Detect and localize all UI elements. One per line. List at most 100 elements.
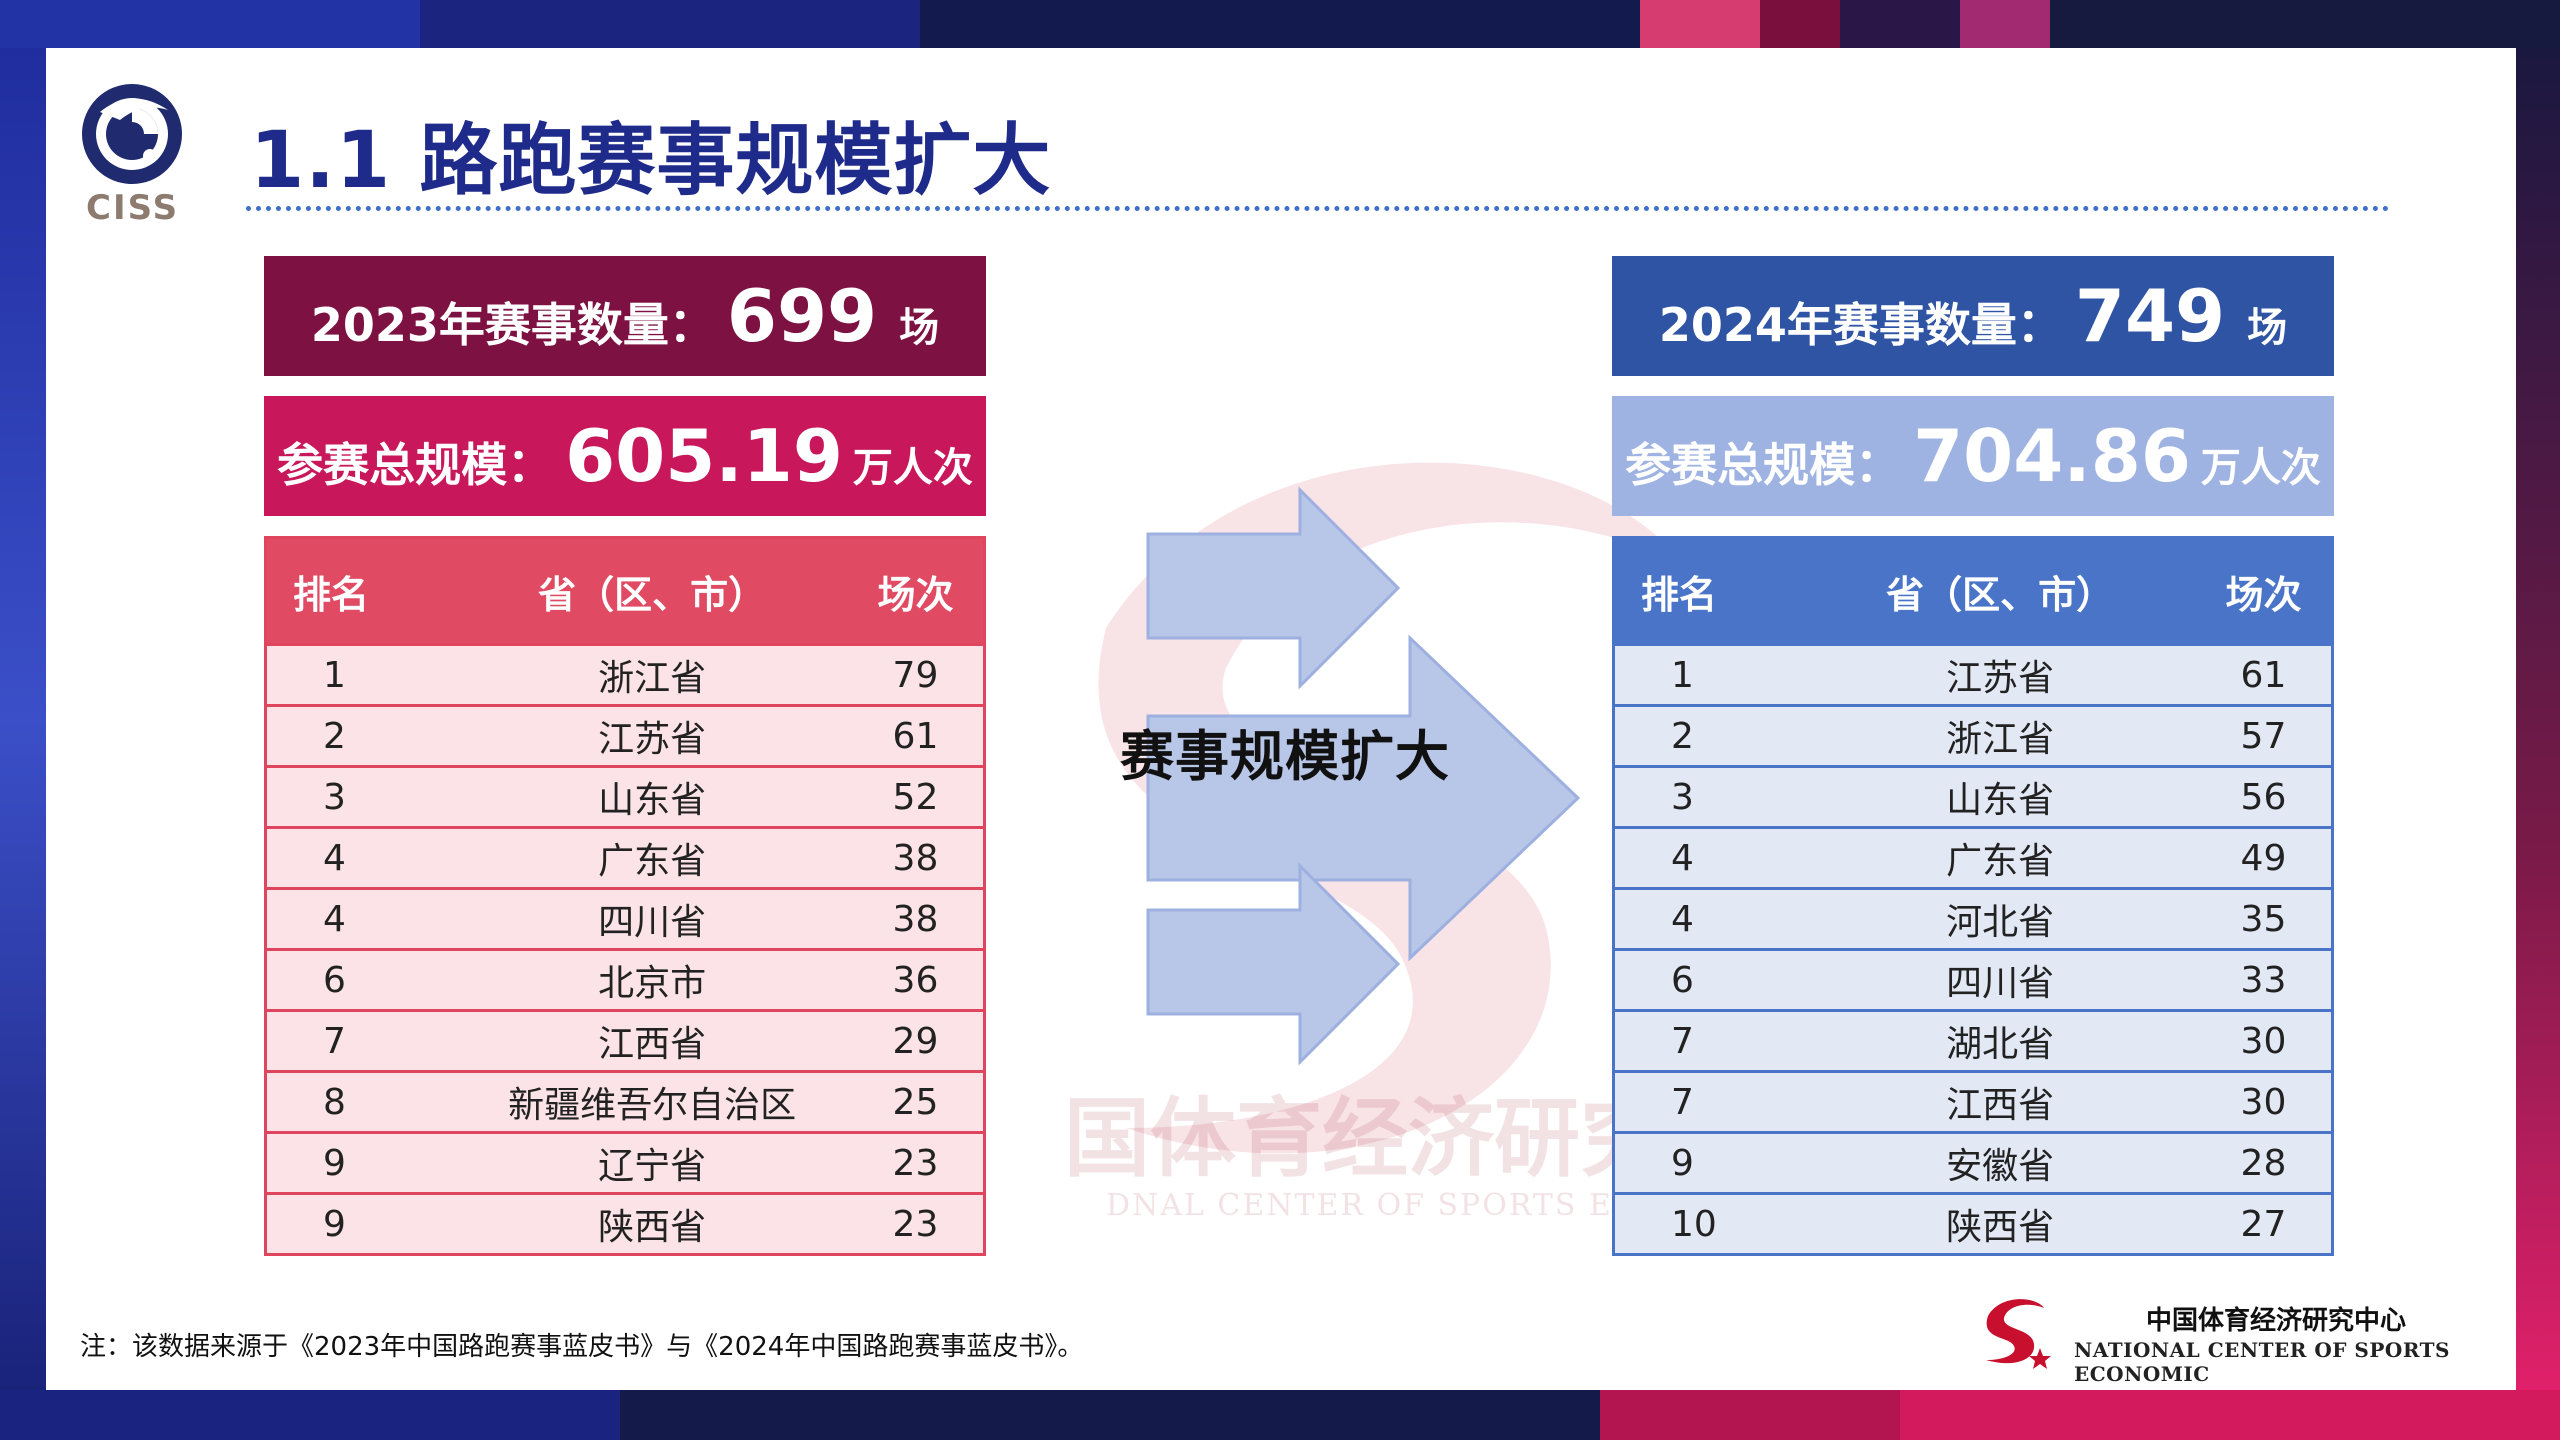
rank-cell: 1 [1613, 643, 1805, 706]
arrows-graphic [1146, 486, 1581, 1066]
rank-cell: 4 [265, 887, 457, 950]
table-row: 9 辽宁省 23 [265, 1131, 985, 1194]
count-cell: 35 [2195, 887, 2333, 950]
province-cell: 湖北省 [1804, 1009, 2196, 1072]
province-cell: 河北省 [1804, 887, 2196, 950]
slide: CISS 1.1 路跑赛事规模扩大 国体育经济研究中 DNAL CENTER O… [46, 48, 2516, 1390]
rank-cell: 4 [1613, 887, 1805, 950]
table-header-row: 排名 省（区、市） 场次 [1613, 537, 2333, 645]
rank-cell: 10 [1613, 1192, 1805, 1255]
count-cell: 29 [847, 1009, 985, 1072]
count-cell: 33 [2195, 948, 2333, 1011]
table-row: 6 北京市 36 [265, 948, 985, 1011]
table-row: 2 江苏省 61 [265, 704, 985, 767]
table-row: 7 江西省 30 [1613, 1070, 2333, 1133]
rank-cell: 6 [1613, 948, 1805, 1011]
table-row: 7 江西省 29 [265, 1009, 985, 1072]
table-row: 10 陕西省 27 [1613, 1192, 2333, 1255]
arrow-bottom-icon [1146, 862, 1401, 1066]
rank-cell: 7 [265, 1009, 457, 1072]
banner-2023-count-value: 699 [726, 274, 878, 358]
ranking-table-2024: 排名 省（区、市） 场次 1 江苏省 61 2 浙江省 57 3 山东省 56 4 广东省 49 4 河北… [1612, 536, 2334, 1256]
rank-cell: 6 [265, 948, 457, 1011]
table-row: 1 江苏省 61 [1613, 643, 2333, 706]
banner-2023-scale-unit: 万人次 [852, 445, 973, 491]
column-header-province: 省（区、市） [456, 537, 848, 645]
count-cell: 57 [2195, 704, 2333, 767]
count-cell: 38 [847, 887, 985, 950]
table-row: 6 四川省 33 [1613, 948, 2333, 1011]
rank-cell: 4 [265, 826, 457, 889]
banner-2023-count-unit: 场 [899, 305, 940, 351]
table-row: 4 四川省 38 [265, 887, 985, 950]
rank-cell: 7 [1613, 1070, 1805, 1133]
banner-2023-scale-label: 参赛总规模： [277, 438, 554, 492]
banner-2024-scale-value: 704.86 [1913, 414, 2191, 498]
table-row: 8 新疆维吾尔自治区 25 [265, 1070, 985, 1133]
count-cell: 61 [847, 704, 985, 767]
banner-2023-count-label: 2023年赛事数量： [310, 298, 715, 352]
title-divider [246, 206, 2390, 211]
banner-2023-scale: 参赛总规模： 605.19 万人次 [264, 396, 986, 516]
province-cell: 江西省 [456, 1009, 848, 1072]
banner-2024-scale-unit: 万人次 [2200, 445, 2321, 491]
province-cell: 山东省 [1804, 765, 2196, 828]
source-footnote: 注：该数据来源于《2023年中国路跑赛事蓝皮书》与《2024年中国路跑赛事蓝皮书… [80, 1332, 1084, 1362]
count-cell: 27 [2195, 1192, 2333, 1255]
rank-cell: 4 [1613, 826, 1805, 889]
rank-cell: 9 [265, 1131, 457, 1194]
column-header-count: 场次 [847, 537, 985, 645]
province-cell: 四川省 [1804, 948, 2196, 1011]
count-cell: 25 [847, 1070, 985, 1133]
banner-2024-count-unit: 场 [2247, 305, 2288, 351]
province-cell: 江苏省 [456, 704, 848, 767]
rank-cell: 3 [265, 765, 457, 828]
count-cell: 38 [847, 826, 985, 889]
province-cell: 陕西省 [1804, 1192, 2196, 1255]
table-row: 9 陕西省 23 [265, 1192, 985, 1255]
table-row: 1 浙江省 79 [265, 643, 985, 706]
province-cell: 北京市 [456, 948, 848, 1011]
province-cell: 新疆维吾尔自治区 [456, 1070, 848, 1133]
table-row: 3 山东省 52 [265, 765, 985, 828]
count-cell: 49 [2195, 826, 2333, 889]
ciss-logo: CISS [80, 82, 190, 228]
table-header-row: 排名 省（区、市） 场次 [265, 537, 985, 645]
table-row: 7 湖北省 30 [1613, 1009, 2333, 1072]
table-row: 3 山东省 56 [1613, 765, 2333, 828]
banner-2024-count-label: 2024年赛事数量： [1658, 298, 2063, 352]
column-header-rank: 排名 [1613, 537, 1805, 645]
province-cell: 浙江省 [456, 643, 848, 706]
count-cell: 28 [2195, 1131, 2333, 1194]
column-header-count: 场次 [2195, 537, 2333, 645]
column-header-province: 省（区、市） [1804, 537, 2196, 645]
province-cell: 安徽省 [1804, 1131, 2196, 1194]
count-cell: 23 [847, 1192, 985, 1255]
table-row: 4 广东省 49 [1613, 826, 2333, 889]
arrow-middle-icon [1146, 634, 1581, 962]
province-cell: 陕西省 [456, 1192, 848, 1255]
org-name-cn: 中国体育经济研究中心 [2146, 1306, 2407, 1336]
rank-cell: 2 [1613, 704, 1805, 767]
count-cell: 30 [2195, 1070, 2333, 1133]
count-cell: 61 [2195, 643, 2333, 706]
banner-2024-count-value: 749 [2074, 274, 2226, 358]
rank-cell: 2 [265, 704, 457, 767]
table-row: 4 广东省 38 [265, 826, 985, 889]
page-title: 1.1 路跑赛事规模扩大 [250, 116, 1052, 206]
banner-2024-scale-label: 参赛总规模： [1625, 438, 1902, 492]
count-cell: 56 [2195, 765, 2333, 828]
count-cell: 52 [847, 765, 985, 828]
banner-2023-scale-value: 605.19 [565, 414, 843, 498]
table-row: 4 河北省 35 [1613, 887, 2333, 950]
ranking-table-2023: 排名 省（区、市） 场次 1 浙江省 79 2 江苏省 61 3 山东省 52 4 广东省 38 4 四川… [264, 536, 986, 1256]
province-cell: 山东省 [456, 765, 848, 828]
banner-2024-scale: 参赛总规模： 704.86 万人次 [1612, 396, 2334, 516]
banner-2024-count: 2024年赛事数量： 749 场 [1612, 256, 2334, 376]
rank-cell: 9 [1613, 1131, 1805, 1194]
ciss-logo-icon [82, 84, 182, 184]
province-cell: 广东省 [456, 826, 848, 889]
province-cell: 江苏省 [1804, 643, 2196, 706]
ciss-logo-text: CISS [86, 188, 180, 228]
org-logo-icon [1986, 1299, 2051, 1369]
